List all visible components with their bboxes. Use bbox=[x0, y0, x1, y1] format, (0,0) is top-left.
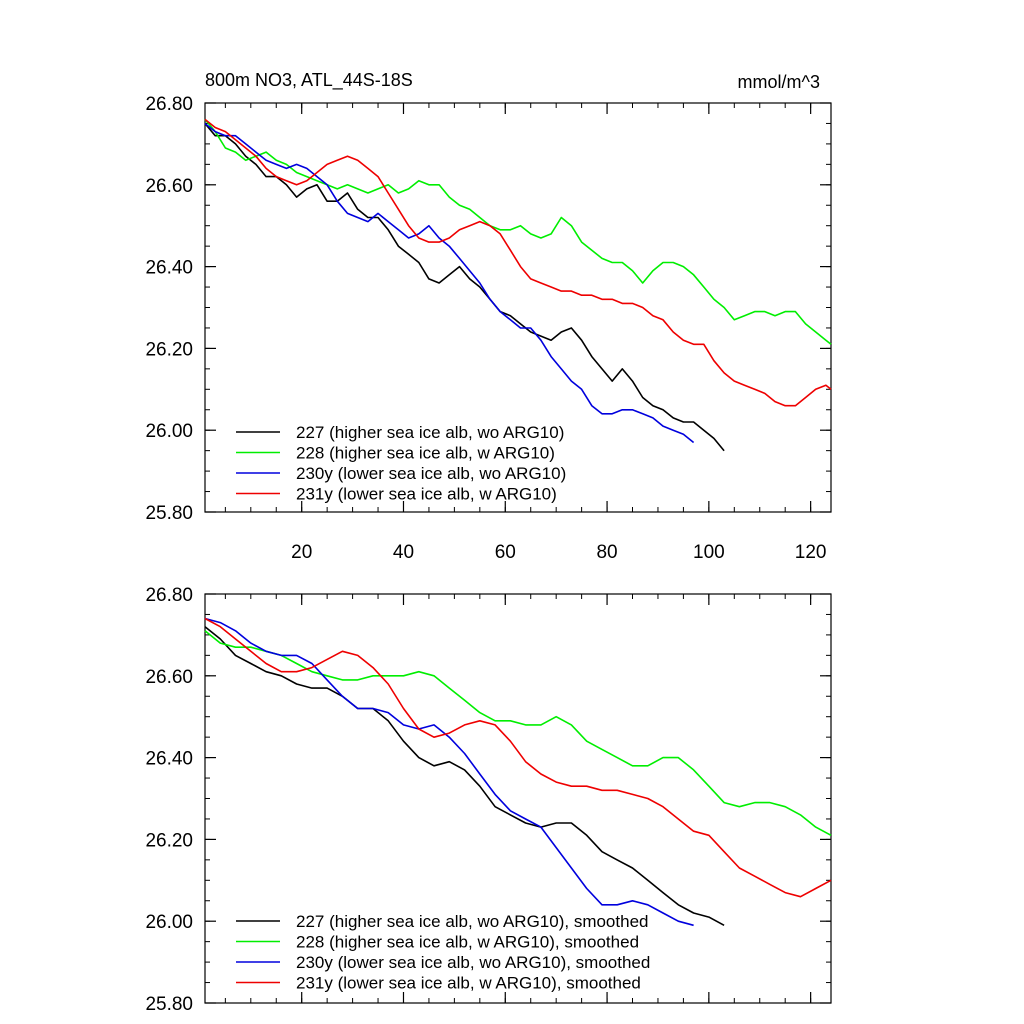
series-line-0 bbox=[204, 626, 725, 927]
top-chart-units: mmol/m^3 bbox=[738, 72, 820, 92]
x-tick-label: 60 bbox=[495, 542, 516, 563]
legend-label: 230y (lower sea ice alb, wo ARG10), smoo… bbox=[296, 953, 650, 972]
x-tick-label: 100 bbox=[693, 542, 725, 563]
legend-label: 228 (higher sea ice alb, w ARG10), smoot… bbox=[296, 933, 639, 952]
y-tick-label: 26.00 bbox=[145, 912, 193, 933]
series-line-0 bbox=[204, 122, 725, 452]
x-tick-label: 80 bbox=[596, 542, 617, 563]
x-tick-label: 20 bbox=[291, 542, 312, 563]
y-tick-label: 26.20 bbox=[145, 339, 193, 360]
y-tick-label: 26.40 bbox=[145, 258, 193, 279]
legend-label: 231y (lower sea ice alb, w ARG10) bbox=[296, 485, 557, 504]
y-tick-label: 26.00 bbox=[145, 421, 193, 442]
y-tick-label: 25.80 bbox=[145, 503, 193, 524]
x-tick-label: 120 bbox=[795, 542, 827, 563]
y-tick-label: 26.60 bbox=[145, 176, 193, 197]
y-tick-label: 25.80 bbox=[145, 994, 193, 1015]
legend-label: 231y (lower sea ice alb, w ARG10), smoot… bbox=[296, 974, 641, 993]
legend-label: 230y (lower sea ice alb, wo ARG10) bbox=[296, 464, 566, 483]
series-line-1 bbox=[204, 630, 832, 837]
legend-label: 228 (higher sea ice alb, w ARG10) bbox=[296, 444, 555, 463]
y-tick-label: 26.80 bbox=[145, 585, 193, 606]
series-line-1 bbox=[204, 118, 832, 345]
series-line-3 bbox=[204, 617, 832, 898]
bottom-panel: 26.80 26.60 26.40 26.20 26.00 25.80 227 (highe… bbox=[145, 585, 832, 1015]
x-tick-label: 40 bbox=[393, 542, 414, 563]
y-tick-label: 26.60 bbox=[145, 667, 193, 688]
y-tick-label: 26.80 bbox=[145, 94, 193, 115]
top-panel: 800m NO3, ATL_44S-18S mmol/m^3 26.80 26.6… bbox=[145, 70, 832, 563]
legend-label: 227 (higher sea ice alb, wo ARG10), smoo… bbox=[296, 912, 648, 931]
legend-label: 227 (higher sea ice alb, wo ARG10) bbox=[296, 423, 564, 442]
series-line-3 bbox=[204, 118, 832, 407]
y-tick-label: 26.20 bbox=[145, 830, 193, 851]
top-chart-title: 800m NO3, ATL_44S-18S bbox=[205, 70, 413, 91]
series-line-2 bbox=[204, 617, 694, 927]
series-line-2 bbox=[204, 122, 695, 444]
y-tick-label: 26.40 bbox=[145, 749, 193, 770]
